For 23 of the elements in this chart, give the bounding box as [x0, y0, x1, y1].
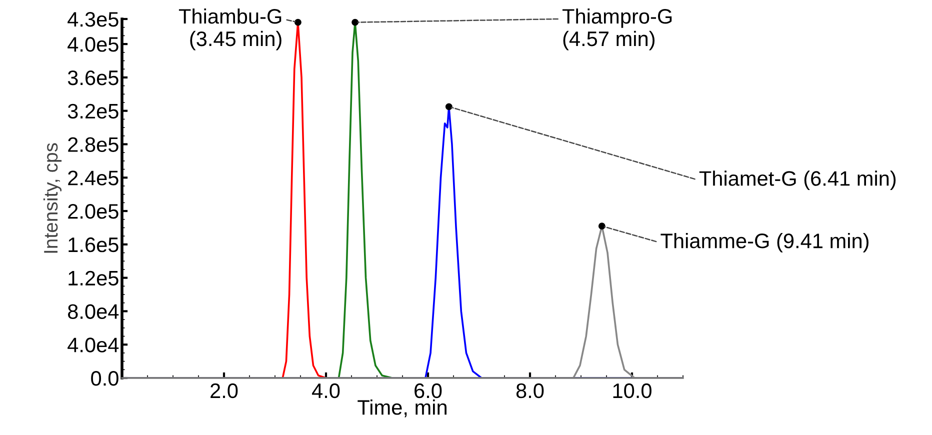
y-tick-label: 4.0e4 [68, 338, 119, 352]
x-tick-label: 2.0 [210, 383, 238, 398]
x-axis-title: Time, min [358, 400, 446, 418]
y-tick-label: 8.0e4 [68, 304, 119, 319]
annotation: Thiambu-G (3.45 min) [178, 8, 282, 50]
y-tick-label: 2.8e5 [68, 137, 118, 152]
annotation: Thiamet-G (6.41 min) [699, 170, 896, 190]
y-tick-label: 2.0e5 [68, 204, 118, 219]
x-tick-label: 6.0 [414, 383, 442, 398]
x-tick-label: 10.0 [613, 383, 652, 398]
x-tick-label: 4.0 [312, 383, 340, 398]
annotation: Thiamme-G (9.41 min) [660, 233, 868, 252]
y-tick-label: 0.0 [91, 371, 118, 386]
x-tick-label: 8.0 [516, 383, 544, 398]
y-tick-label: 3.2e5 [68, 104, 118, 119]
y-tick-label: 3.6e5 [68, 70, 118, 86]
y-tick-label: 4.3e5 [68, 12, 118, 27]
y-tick-label: 1.6e5 [68, 237, 118, 252]
y-tick-label: 1.2e5 [68, 270, 118, 286]
y-tick-label: 4.0e5 [68, 37, 118, 52]
annotation: Thiampro-G (4.57 min) [562, 8, 672, 50]
y-tick-label: 2.4e5 [68, 170, 118, 186]
y-axis-title: Intensity, cps [43, 143, 62, 253]
